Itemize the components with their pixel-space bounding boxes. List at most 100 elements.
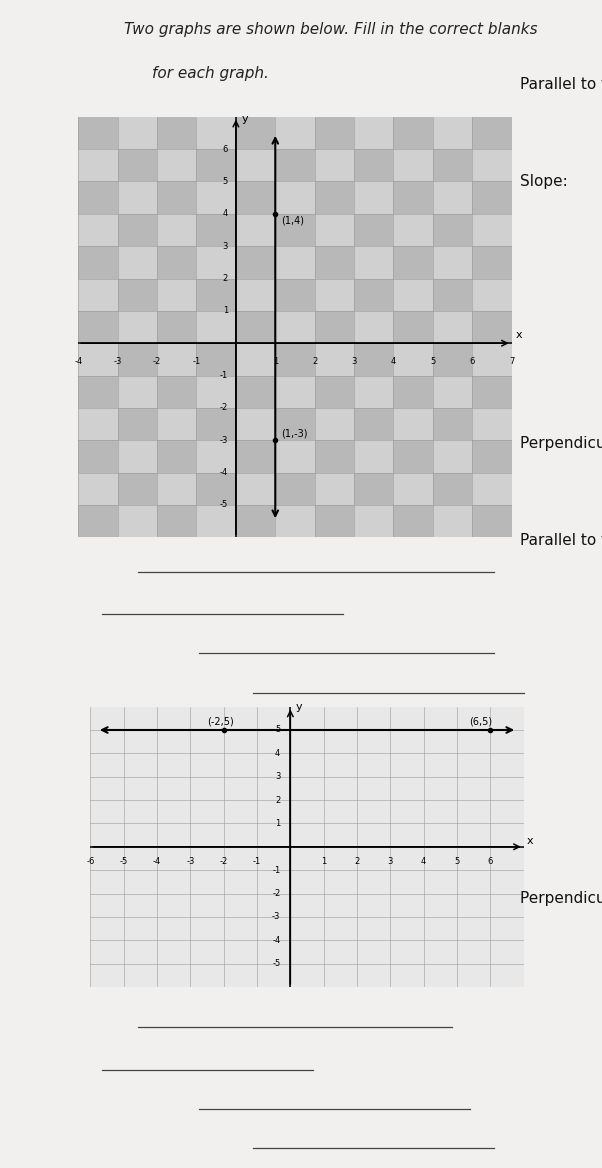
Bar xyxy=(157,246,196,278)
Bar xyxy=(315,376,354,408)
Bar xyxy=(354,117,394,150)
Bar xyxy=(275,376,315,408)
Bar xyxy=(157,150,196,181)
Bar xyxy=(157,408,196,440)
Bar xyxy=(157,181,196,214)
Text: -6: -6 xyxy=(86,856,95,865)
Text: x: x xyxy=(516,331,523,340)
Bar xyxy=(236,408,275,440)
Bar xyxy=(473,278,512,311)
Bar xyxy=(394,505,433,537)
Bar xyxy=(473,408,512,440)
Text: 5: 5 xyxy=(430,356,435,366)
Bar xyxy=(433,343,473,376)
Text: (-2,5): (-2,5) xyxy=(207,716,234,726)
Bar xyxy=(473,311,512,343)
Bar xyxy=(354,181,394,214)
Bar xyxy=(394,150,433,181)
Bar xyxy=(315,311,354,343)
Bar xyxy=(473,181,512,214)
Bar xyxy=(117,117,157,150)
Text: -5: -5 xyxy=(120,856,128,865)
Bar xyxy=(354,376,394,408)
Bar xyxy=(394,246,433,278)
Bar xyxy=(196,117,236,150)
Text: Slope:: Slope: xyxy=(520,174,568,189)
Bar xyxy=(473,343,512,376)
Text: 3: 3 xyxy=(275,772,281,781)
Bar xyxy=(433,181,473,214)
Text: 3: 3 xyxy=(352,356,357,366)
Bar xyxy=(315,181,354,214)
Bar xyxy=(236,505,275,537)
Text: -1: -1 xyxy=(220,371,228,380)
Bar xyxy=(315,440,354,473)
Text: y: y xyxy=(296,702,302,712)
Bar xyxy=(315,505,354,537)
Bar xyxy=(78,214,117,246)
Bar xyxy=(315,473,354,505)
Bar xyxy=(275,246,315,278)
Bar xyxy=(236,376,275,408)
Bar xyxy=(117,505,157,537)
Bar xyxy=(196,150,236,181)
Bar xyxy=(236,117,275,150)
Bar xyxy=(315,278,354,311)
Text: (6,5): (6,5) xyxy=(469,716,492,726)
Bar xyxy=(236,473,275,505)
Text: 6: 6 xyxy=(470,356,475,366)
Bar xyxy=(78,408,117,440)
Bar xyxy=(275,408,315,440)
Bar xyxy=(315,150,354,181)
Bar xyxy=(196,181,236,214)
Bar xyxy=(157,440,196,473)
Text: -1: -1 xyxy=(272,865,281,875)
Bar xyxy=(117,343,157,376)
Text: Parallel to the:: Parallel to the: xyxy=(520,77,602,92)
Bar xyxy=(473,214,512,246)
Text: (1,4): (1,4) xyxy=(281,215,304,225)
Bar xyxy=(354,214,394,246)
Bar xyxy=(354,505,394,537)
Text: 5: 5 xyxy=(455,856,460,865)
Bar xyxy=(196,376,236,408)
Text: for each graph.: for each graph. xyxy=(152,65,269,81)
Bar xyxy=(394,343,433,376)
Bar xyxy=(236,150,275,181)
Bar xyxy=(78,343,117,376)
Bar xyxy=(354,246,394,278)
Bar xyxy=(236,181,275,214)
Text: -5: -5 xyxy=(272,959,281,968)
Text: 2: 2 xyxy=(223,274,228,283)
Text: -1: -1 xyxy=(193,356,200,366)
Text: 4: 4 xyxy=(223,209,228,218)
Bar xyxy=(433,150,473,181)
Bar xyxy=(117,408,157,440)
Bar xyxy=(157,343,196,376)
Bar xyxy=(78,117,117,150)
Bar xyxy=(78,246,117,278)
Bar xyxy=(394,278,433,311)
Text: -4: -4 xyxy=(153,856,161,865)
Bar xyxy=(196,473,236,505)
Bar xyxy=(157,117,196,150)
Bar xyxy=(473,473,512,505)
Text: -2: -2 xyxy=(272,889,281,898)
Text: 4: 4 xyxy=(391,356,396,366)
Bar xyxy=(275,343,315,376)
Text: -4: -4 xyxy=(220,468,228,477)
Bar xyxy=(394,473,433,505)
Text: 5: 5 xyxy=(275,725,281,735)
Bar xyxy=(275,440,315,473)
Bar xyxy=(157,278,196,311)
Bar xyxy=(196,505,236,537)
Bar xyxy=(275,505,315,537)
Bar xyxy=(315,408,354,440)
Text: -2: -2 xyxy=(153,356,161,366)
Bar xyxy=(275,311,315,343)
Bar xyxy=(394,117,433,150)
Text: 6: 6 xyxy=(223,145,228,154)
Text: y: y xyxy=(242,113,249,124)
Bar xyxy=(275,150,315,181)
Text: -1: -1 xyxy=(253,856,261,865)
